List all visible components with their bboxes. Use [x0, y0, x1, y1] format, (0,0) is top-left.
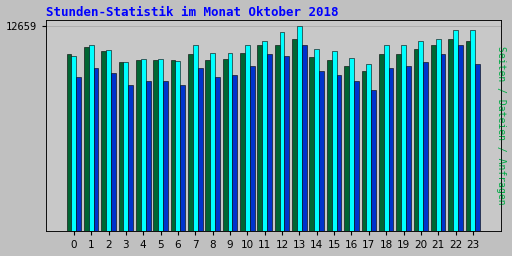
Bar [449, 39, 453, 231]
Bar [332, 51, 336, 231]
Bar [94, 68, 98, 231]
Bar [205, 60, 210, 231]
Bar [379, 54, 383, 231]
Bar [436, 39, 441, 231]
Bar [280, 33, 285, 231]
Bar [361, 71, 367, 231]
Bar [245, 45, 250, 231]
Bar [396, 54, 401, 231]
Bar [129, 85, 133, 231]
Bar [471, 30, 475, 231]
Bar [453, 30, 458, 231]
Bar [123, 62, 129, 231]
Bar [292, 39, 297, 231]
Bar [101, 51, 106, 231]
Bar [223, 59, 227, 231]
Bar [145, 81, 151, 231]
Bar [349, 58, 354, 231]
Bar [431, 45, 436, 231]
Bar [84, 47, 89, 231]
Bar [258, 45, 262, 231]
Bar [423, 62, 428, 231]
Bar [441, 54, 445, 231]
Bar [285, 56, 289, 231]
Bar [414, 49, 418, 231]
Bar [67, 54, 71, 231]
Bar [106, 50, 111, 231]
Bar [319, 71, 324, 231]
Bar [180, 85, 185, 231]
Bar [193, 45, 198, 231]
Bar [465, 41, 471, 231]
Bar [176, 61, 180, 231]
Bar [76, 77, 81, 231]
Bar [210, 52, 215, 231]
Bar [163, 81, 168, 231]
Bar [240, 52, 245, 231]
Bar [314, 49, 319, 231]
Bar [153, 60, 158, 231]
Bar [383, 45, 389, 231]
Bar [232, 75, 237, 231]
Bar [215, 77, 220, 231]
Bar [475, 64, 480, 231]
Bar [170, 60, 176, 231]
Bar [275, 45, 280, 231]
Bar [227, 52, 232, 231]
Bar [344, 66, 349, 231]
Bar [188, 54, 193, 231]
Bar [309, 57, 314, 231]
Bar [367, 64, 371, 231]
Bar [136, 60, 141, 231]
Bar [371, 90, 376, 231]
Bar [119, 62, 123, 231]
Bar [302, 45, 307, 231]
Bar [89, 45, 94, 231]
Bar [336, 75, 342, 231]
Bar [327, 60, 332, 231]
Bar [267, 54, 272, 231]
Bar [262, 41, 267, 231]
Bar [458, 45, 463, 231]
Bar [158, 59, 163, 231]
Text: Stunden-Statistik im Monat Oktober 2018: Stunden-Statistik im Monat Oktober 2018 [46, 6, 338, 18]
Bar [418, 41, 423, 231]
Bar [406, 66, 411, 231]
Bar [401, 45, 406, 231]
Bar [389, 68, 393, 231]
Bar [354, 81, 359, 231]
Y-axis label: Seiten / Dateien / Anfragen: Seiten / Dateien / Anfragen [497, 46, 506, 205]
Bar [111, 73, 116, 231]
Bar [198, 68, 203, 231]
Bar [141, 59, 145, 231]
Bar [297, 26, 302, 231]
Bar [71, 56, 76, 231]
Bar [250, 66, 254, 231]
